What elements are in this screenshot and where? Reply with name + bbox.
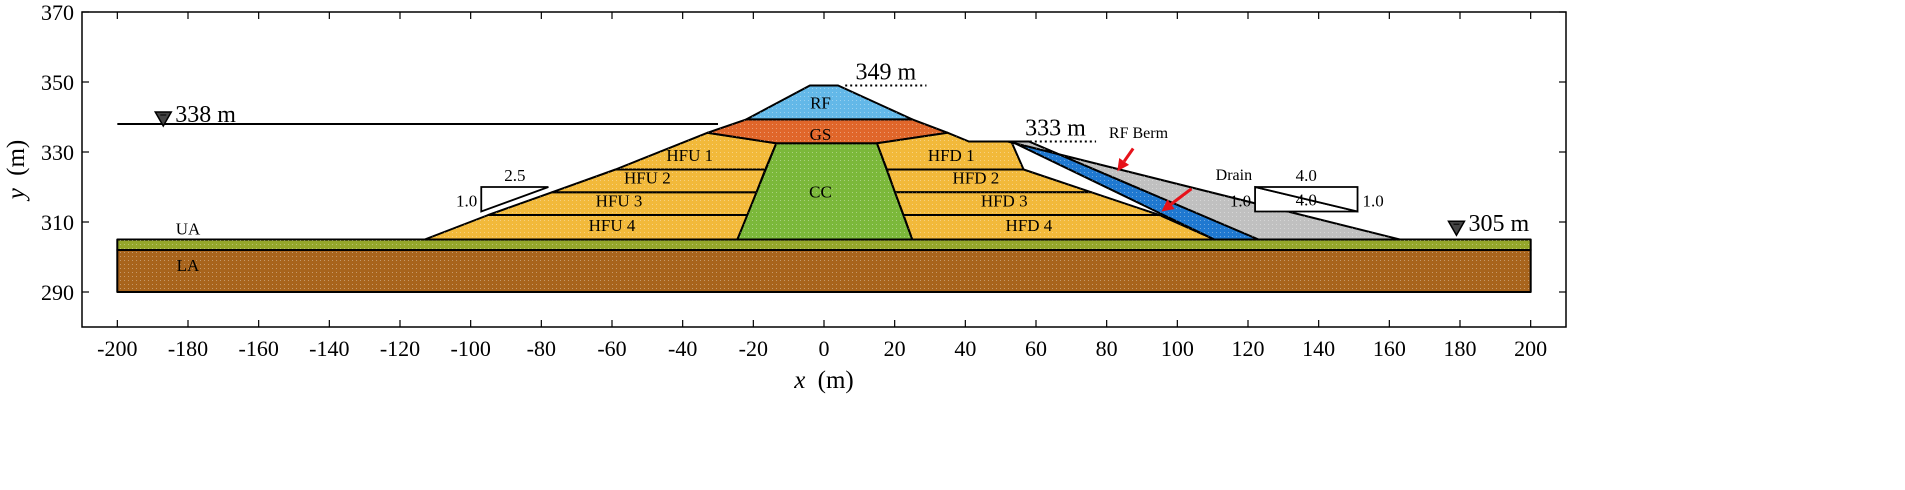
x-axis-label: x (m) [793, 367, 853, 394]
zone-label-cc: CC [809, 183, 832, 202]
zone-rf-texture [746, 85, 913, 120]
callout-label-rf-berm: RF Berm [1109, 125, 1169, 142]
zone-drain-texture [1011, 141, 1259, 240]
zone-berm-texture [968, 141, 1400, 240]
downstream-water-level-marker [1447, 220, 1466, 237]
x-tick-label: -120 [380, 336, 420, 361]
zone-cc-texture [737, 143, 913, 240]
zone-label-hfd2: HFD 2 [953, 169, 1000, 188]
zone-hfu2-texture [551, 169, 766, 193]
zone-label-ua: UA [176, 219, 201, 238]
x-tick-label: -200 [97, 336, 137, 361]
axes-box [81, 11, 1567, 328]
zone-label-hfu1: HFU 1 [666, 146, 713, 165]
x-tick-label: -80 [527, 336, 556, 361]
x-tick-label: -100 [451, 336, 491, 361]
callout-arrow-drain [1170, 187, 1193, 206]
annotation-lines [117, 84, 1466, 237]
x-tick-label: 100 [1161, 336, 1194, 361]
zone-hfu3-texture [488, 192, 757, 215]
zone-label-la: LA [177, 256, 200, 275]
y-axis-symbol: y [3, 187, 30, 202]
downstream-slope-vertical-label: 1.0 [1230, 191, 1251, 210]
zone-labels: LA UA HFU 4 HFU 3 HFU 2 HFU 1 CC GS RF HFD 1 HFD 2… [175, 60, 1529, 276]
x-tick-label: -160 [239, 336, 279, 361]
x-tick-label: 20 [884, 336, 906, 361]
y-tick-label: 290 [41, 280, 74, 305]
x-tick-label: 120 [1232, 336, 1265, 361]
callout-arrowhead-drain [1161, 199, 1175, 212]
x-tick-label: 60 [1025, 336, 1047, 361]
x-tick-label: 0 [819, 336, 830, 361]
upstream-slope-horizontal-label: 2.5 [504, 166, 525, 185]
upstream-slope-triangle [480, 186, 549, 213]
downstream-slope-triangle [1254, 186, 1359, 213]
x-tick-label: -20 [739, 336, 768, 361]
zone-hfu1-texture [615, 132, 777, 170]
zone-hfu4-texture [424, 215, 748, 240]
zone-label-hfu3: HFU 3 [596, 191, 643, 210]
x-tick-label: -40 [668, 336, 697, 361]
zone-hfd3-texture [895, 192, 1160, 215]
zone-label-hfd3: HFD 3 [981, 191, 1028, 210]
zone-la-texture [117, 250, 1531, 292]
zone-hfd4-texture [903, 215, 1215, 240]
callout-arrow-rf-berm [1122, 147, 1135, 163]
zone-label-hfd1: HFD 1 [928, 146, 975, 165]
x-tick-label: -140 [309, 336, 349, 361]
zone-label-hfu2: HFU 2 [624, 169, 671, 188]
zone-label-hfd4: HFD 4 [1006, 216, 1053, 235]
dam-zones [116, 84, 1532, 293]
downstream-water-level-label: 305 m [1468, 211, 1529, 237]
upstream-water-level-label: 338 m [175, 102, 236, 128]
y-tick-label: 310 [41, 210, 74, 235]
downstream-slope-horizontal-label: 4.0 [1296, 191, 1317, 210]
x-tick-label: 40 [954, 336, 976, 361]
upstream-slope-vertical-label: 1.0 [456, 191, 477, 210]
x-tick-label: 200 [1514, 336, 1547, 361]
zone-label-gs: GS [810, 125, 832, 144]
x-axis-symbol: x [793, 367, 805, 394]
elevation-label-1: 333 m [1025, 116, 1086, 142]
x-tick-label: 180 [1444, 336, 1477, 361]
y-tick-label: 330 [41, 140, 74, 165]
zone-ua-texture [117, 239, 1531, 250]
upstream-water-level-marker [153, 111, 173, 128]
callout-arrowhead-rf-berm [1117, 157, 1130, 172]
y-axis-ticks: 290 310 330 350 370 [41, 0, 1566, 305]
zone-label-hfu4: HFU 4 [589, 216, 636, 235]
x-tick-label: 160 [1373, 336, 1406, 361]
x-tick-label: 80 [1096, 336, 1118, 361]
callout-label-drain: Drain [1216, 167, 1252, 184]
x-tick-label: -60 [597, 336, 626, 361]
zone-hfd2-texture [886, 169, 1092, 193]
x-tick-label: 140 [1302, 336, 1335, 361]
elevation-label-0: 349 m [855, 60, 916, 86]
downstream-slope-vertical-label: 1.0 [1363, 191, 1384, 210]
downstream-slope-horizontal-label: 4.0 [1296, 166, 1317, 185]
zone-gs-texture [707, 119, 948, 144]
y-axis-label: y (m) [3, 140, 30, 202]
zone-label-rf: RF [810, 93, 831, 112]
x-axis-unit: (m) [818, 367, 854, 394]
x-tick-label: -180 [168, 336, 208, 361]
y-axis-unit: (m) [3, 140, 30, 176]
y-tick-label: 350 [41, 70, 74, 95]
y-tick-label: 370 [41, 0, 74, 25]
axes: -200 -180 -160 -140 -120 -100 -80 -60 -40 -20 0 20 4… [3, 0, 1566, 394]
x-axis-ticks: -200 -180 -160 -140 -120 -100 -80 -60 -40 -20 0 20 4… [97, 12, 1547, 361]
